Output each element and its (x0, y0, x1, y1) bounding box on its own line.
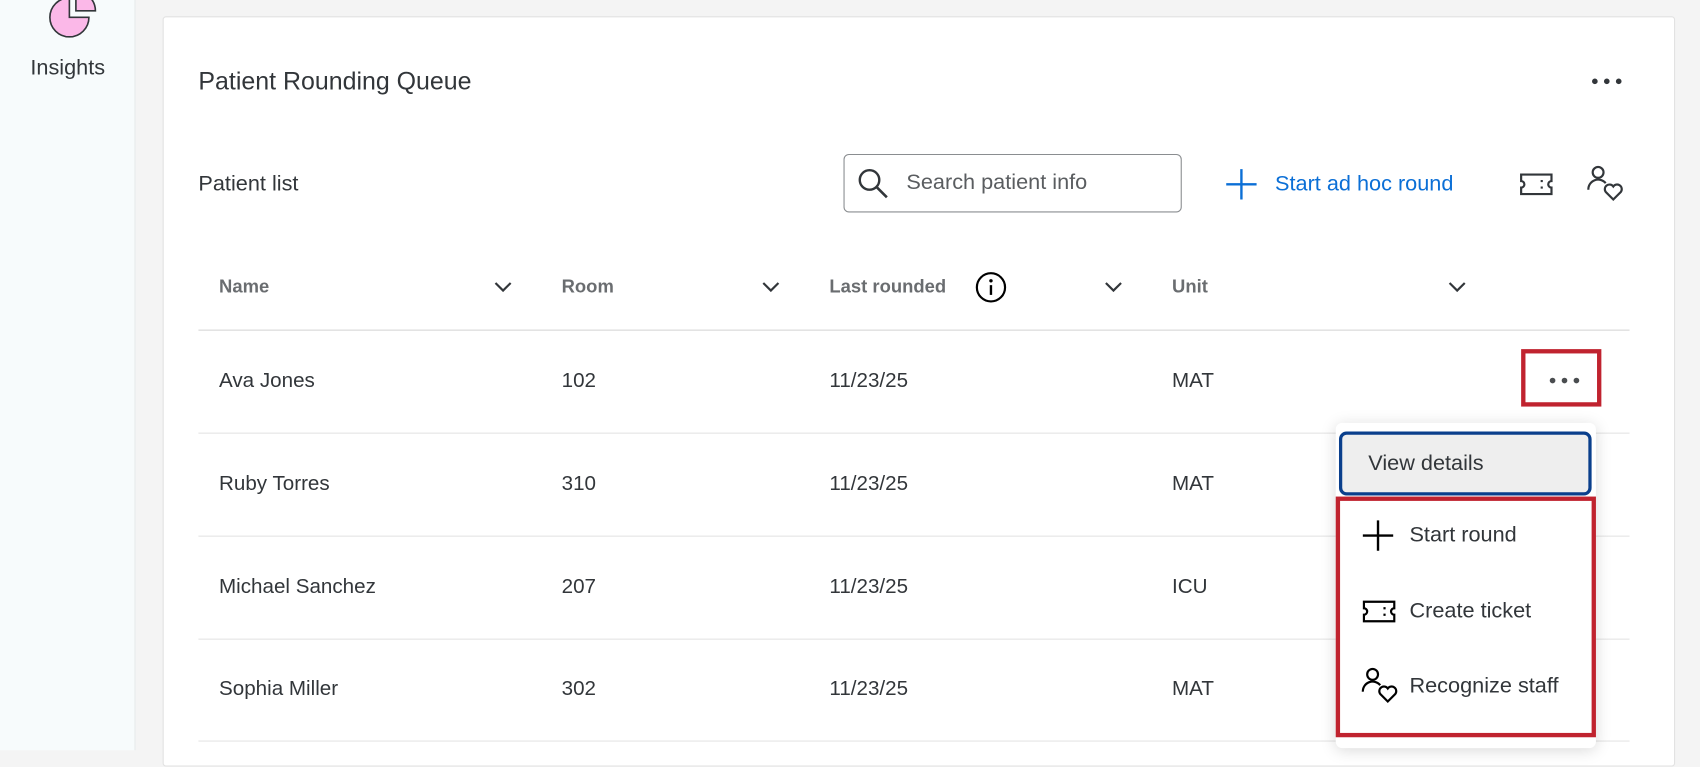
info-icon[interactable] (975, 271, 1008, 304)
cell-last-rounded: 11/23/25 (829, 575, 909, 599)
menu-item-start-round[interactable]: Start round (1344, 512, 1588, 560)
row-divider (198, 638, 1630, 640)
column-header-last-rounded[interactable]: Last rounded (829, 276, 947, 298)
ticket-icon[interactable] (1518, 172, 1555, 196)
menu-label: Create ticket (1409, 599, 1532, 623)
cell-last-rounded: 11/23/25 (829, 677, 909, 701)
recognize-staff-icon (1361, 667, 1398, 704)
search-icon (858, 169, 888, 199)
search-input[interactable]: Search patient info (843, 153, 1182, 213)
chevron-down-icon[interactable] (494, 282, 512, 293)
start-adhoc-label: Start ad hoc round (1275, 171, 1454, 196)
cell-room: 302 (561, 677, 596, 701)
row-divider (198, 535, 1630, 537)
cell-room: 102 (561, 369, 596, 393)
menu-item-view-details[interactable]: View details (1338, 431, 1592, 496)
cell-last-rounded: 11/23/25 (829, 369, 909, 393)
menu-label: View details (1368, 451, 1484, 476)
column-header-name[interactable]: Name (219, 276, 270, 298)
cell-unit: MAT (1172, 369, 1214, 393)
chevron-down-icon[interactable] (762, 282, 780, 293)
row-divider (198, 432, 1630, 434)
cell-unit: ICU (1172, 575, 1208, 599)
ticket-icon (1362, 600, 1396, 623)
recognize-staff-icon[interactable] (1587, 165, 1624, 202)
start-adhoc-round-button[interactable]: Start ad hoc round (1223, 163, 1475, 206)
more-options-icon (1549, 377, 1580, 384)
chevron-down-icon[interactable] (1448, 282, 1466, 293)
patient-list-label: Patient list (198, 171, 299, 196)
chevron-down-icon[interactable] (1105, 282, 1122, 293)
plus-icon (1226, 169, 1257, 200)
row-divider (198, 740, 1630, 742)
row-actions-button[interactable] (1521, 349, 1602, 407)
menu-item-recognize-staff[interactable]: Recognize staff (1344, 662, 1588, 710)
cell-room: 207 (561, 575, 596, 599)
menu-label: Recognize staff (1409, 673, 1559, 698)
card-title: Patient Rounding Queue (198, 66, 472, 95)
sidebar-item-insights[interactable]: Insights (30, 55, 106, 80)
cell-last-rounded: 11/23/25 (829, 472, 909, 496)
cell-name: Ava Jones (219, 369, 315, 393)
cell-unit: MAT (1172, 472, 1214, 496)
cell-unit: MAT (1172, 677, 1214, 701)
cell-room: 310 (561, 472, 596, 496)
more-options-icon[interactable] (1592, 78, 1625, 85)
cell-name: Ruby Torres (219, 472, 330, 496)
column-header-unit[interactable]: Unit (1172, 276, 1208, 298)
column-header-room[interactable]: Room (561, 276, 614, 298)
menu-item-create-ticket[interactable]: Create ticket (1344, 588, 1588, 636)
search-placeholder: Search patient info (906, 170, 1088, 195)
plus-icon (1362, 520, 1394, 551)
cell-name: Michael Sanchez (219, 575, 376, 599)
header-divider (198, 329, 1630, 331)
sidebar: Insights (0, 0, 136, 751)
highlight-box (1335, 496, 1596, 738)
cell-name: Sophia Miller (219, 677, 339, 701)
pie-chart-icon[interactable] (39, 0, 104, 38)
menu-label: Start round (1409, 523, 1517, 547)
